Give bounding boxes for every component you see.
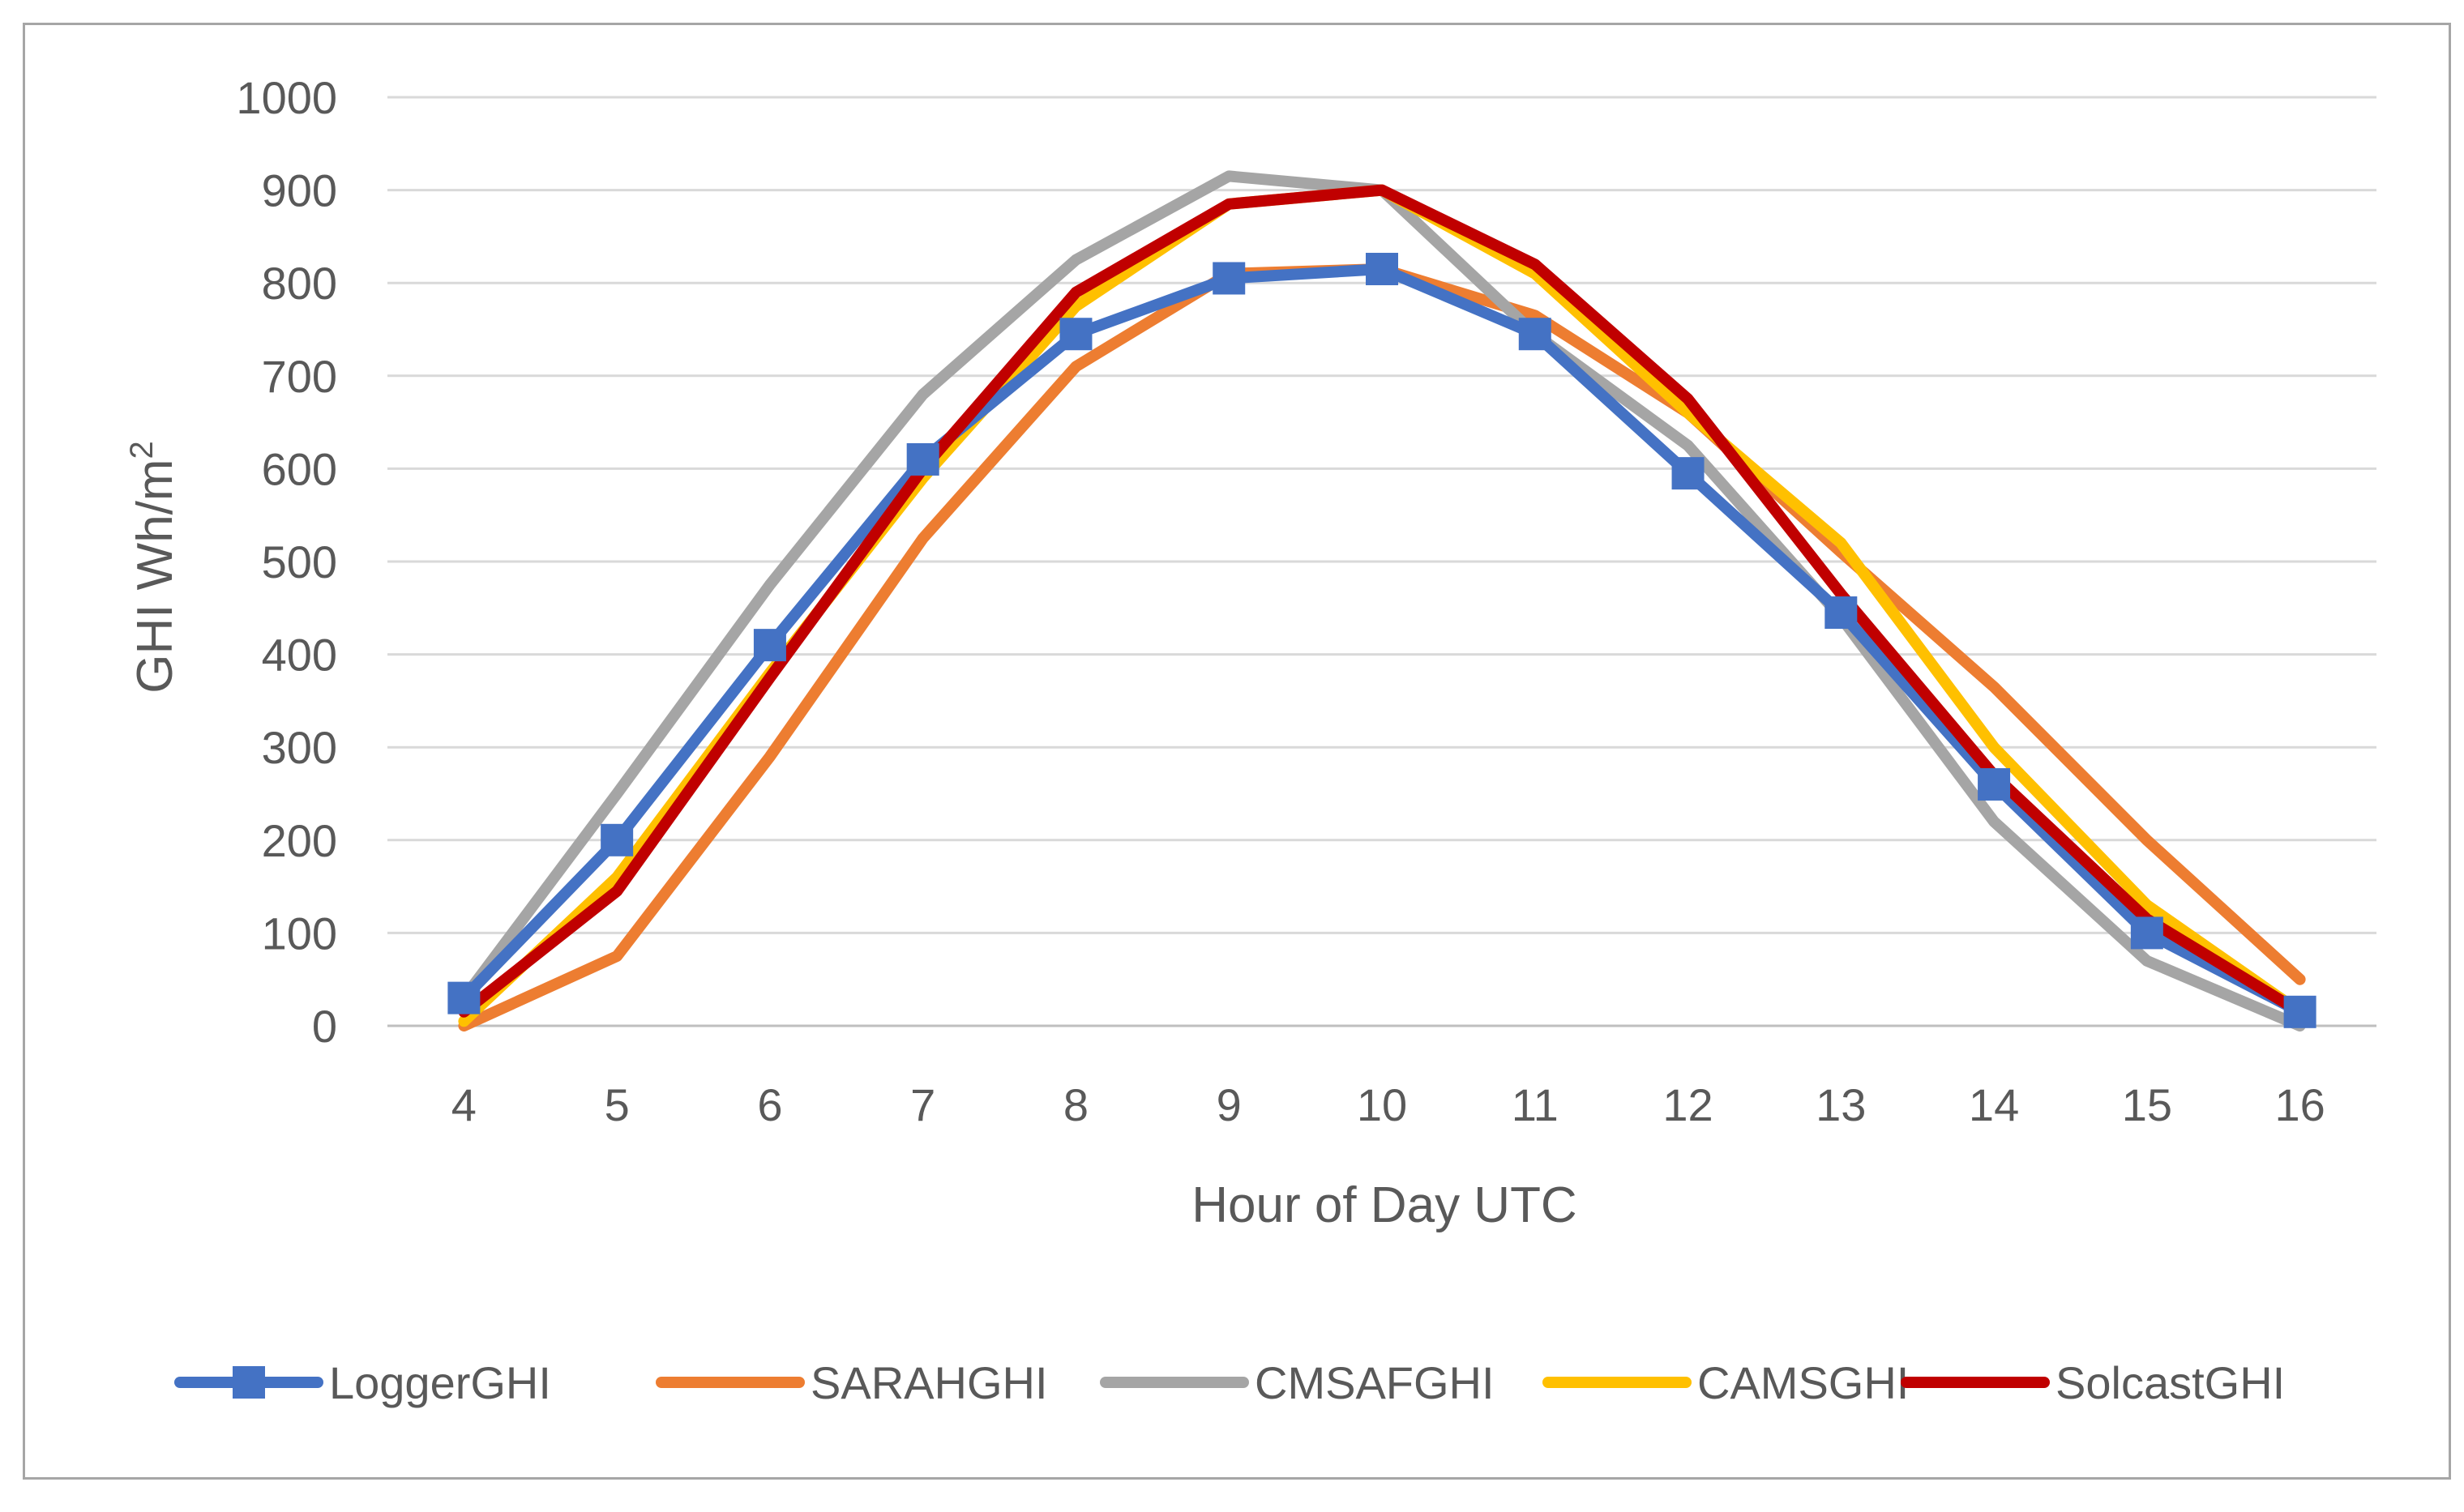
point-loggerghi xyxy=(447,981,481,1014)
y-axis-ticks: 0 100 200 300 400 500 600 700 800 900 1000 xyxy=(236,72,337,1052)
legend-marker-loggerghi xyxy=(233,1366,265,1399)
point-loggerghi xyxy=(1366,253,1398,286)
y-tick-label: 900 xyxy=(262,165,337,216)
y-tick-label: 200 xyxy=(262,815,337,866)
series-lines xyxy=(458,170,2306,1031)
x-tick-label: 13 xyxy=(1816,1079,1866,1130)
y-tick-label: 800 xyxy=(262,258,337,309)
x-tick-label: 10 xyxy=(1357,1079,1407,1130)
x-axis-ticks: 4 5 6 7 8 9 10 11 12 13 14 15 16 xyxy=(451,1079,2325,1130)
y-tick-label: 600 xyxy=(262,443,337,494)
legend: LoggerGHI SARAHGHI CMSAFGHI CAMSGHI SolcastG… xyxy=(174,1357,2285,1408)
point-loggerghi xyxy=(906,442,939,476)
x-tick-label: 8 xyxy=(1063,1079,1089,1130)
point-loggerghi xyxy=(1671,457,1705,490)
x-tick-label: 7 xyxy=(910,1079,935,1130)
y-tick-label: 0 xyxy=(312,1001,337,1052)
series-markers xyxy=(447,253,2316,1028)
series-line-solcastghi xyxy=(458,184,2306,1018)
legend-label-sarahghi: SARAHGHI xyxy=(811,1357,1048,1408)
x-axis-title: Hour of Day UTC xyxy=(1191,1177,1576,1233)
y-tick-label: 100 xyxy=(262,908,337,959)
point-loggerghi xyxy=(1213,262,1246,295)
point-loggerghi xyxy=(1059,318,1093,351)
series-line-cmsafghi xyxy=(458,170,2306,1031)
x-tick-label: 11 xyxy=(1512,1079,1559,1130)
legend-label-loggerghi: LoggerGHI xyxy=(329,1357,551,1408)
point-loggerghi xyxy=(1978,768,2011,801)
legend-label-cmsafghi: CMSAFGHI xyxy=(1255,1357,1495,1408)
y-tick-label: 500 xyxy=(262,536,337,587)
point-loggerghi xyxy=(601,823,634,856)
x-tick-label: 6 xyxy=(757,1079,782,1130)
series-line-sarahghi xyxy=(458,263,2306,1031)
x-tick-label: 15 xyxy=(2122,1079,2172,1130)
legend-label-camsghi: CAMSGHI xyxy=(1697,1357,1909,1408)
point-loggerghi xyxy=(1824,596,1858,630)
x-tick-label: 9 xyxy=(1217,1079,1242,1130)
y-axis-title: GHI Wh/m2 xyxy=(124,441,183,694)
series-line-loggerghi xyxy=(458,263,2306,1018)
y-tick-label: 1000 xyxy=(236,72,337,123)
y-tick-label: 300 xyxy=(262,722,337,773)
y-axis-title-text: GHI Wh/m xyxy=(127,459,183,693)
gridlines xyxy=(387,96,2376,1027)
x-tick-label: 4 xyxy=(451,1079,477,1130)
x-tick-label: 5 xyxy=(605,1079,630,1130)
point-loggerghi xyxy=(753,629,786,662)
x-tick-label: 16 xyxy=(2274,1079,2325,1130)
point-loggerghi xyxy=(2130,916,2163,950)
y-tick-label: 400 xyxy=(262,630,337,681)
point-loggerghi xyxy=(1518,318,1551,351)
series-line-camsghi xyxy=(458,184,2306,1027)
x-tick-label: 14 xyxy=(1969,1079,2019,1130)
y-tick-label: 700 xyxy=(262,351,337,402)
point-loggerghi xyxy=(2283,995,2316,1028)
legend-label-solcastghi: SolcastGHI xyxy=(2055,1357,2285,1408)
y-axis-title-superscript: 2 xyxy=(124,441,160,459)
x-tick-label: 12 xyxy=(1662,1079,1713,1130)
